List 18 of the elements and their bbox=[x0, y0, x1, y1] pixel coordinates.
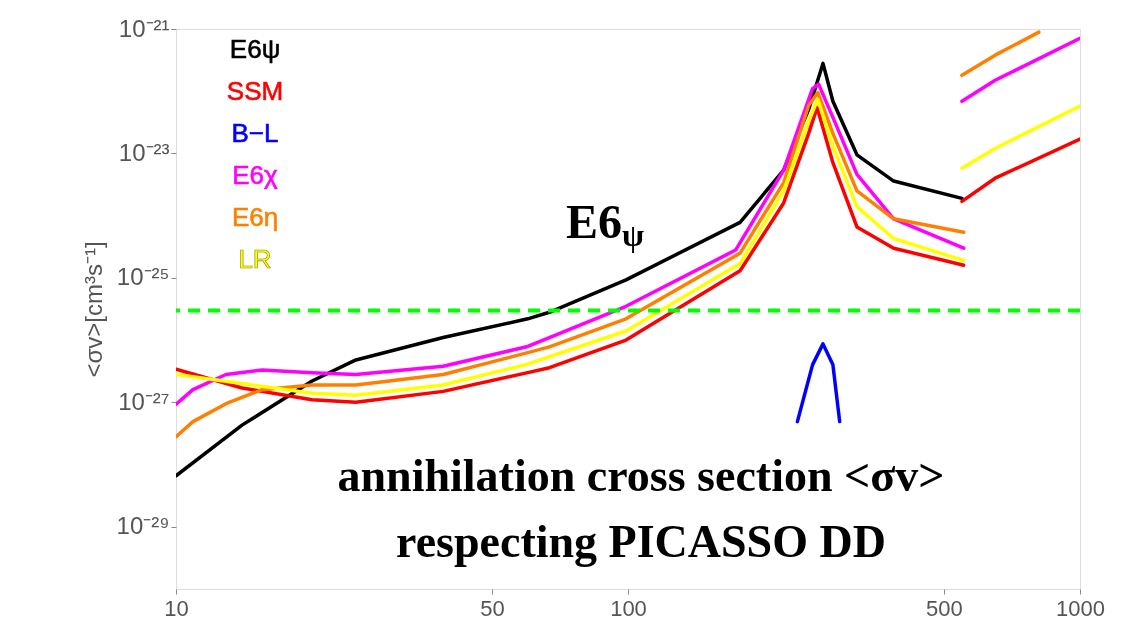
y-tick-label: 10⁻²⁵ bbox=[116, 263, 170, 291]
text: E6η bbox=[231, 202, 279, 232]
x-tick-label: 50 bbox=[480, 595, 505, 621]
text: LR bbox=[238, 244, 272, 274]
text: E6χ bbox=[232, 160, 279, 190]
y-tick-label: 10⁻²¹ bbox=[118, 14, 170, 42]
y-tick-label: 10⁻²⁷ bbox=[118, 387, 170, 415]
x-tick-label: 100 bbox=[610, 595, 647, 621]
y-axis-title: <σv>[cm³s⁻¹] bbox=[79, 241, 107, 378]
y-tick-label: 10⁻²³ bbox=[118, 138, 170, 166]
annotation: annihilation cross section <σv> respecting PICASSO DD bbox=[337, 450, 945, 567]
text: E6ψ bbox=[229, 34, 281, 64]
x-tick-label: 10 bbox=[164, 595, 189, 621]
y-tick-label: 10⁻²⁹ bbox=[116, 512, 170, 540]
x-tick-label: 500 bbox=[926, 595, 963, 621]
text: SSM bbox=[226, 76, 284, 106]
text: B−L bbox=[231, 118, 279, 148]
x-tick-label: 1000 bbox=[1056, 595, 1105, 621]
